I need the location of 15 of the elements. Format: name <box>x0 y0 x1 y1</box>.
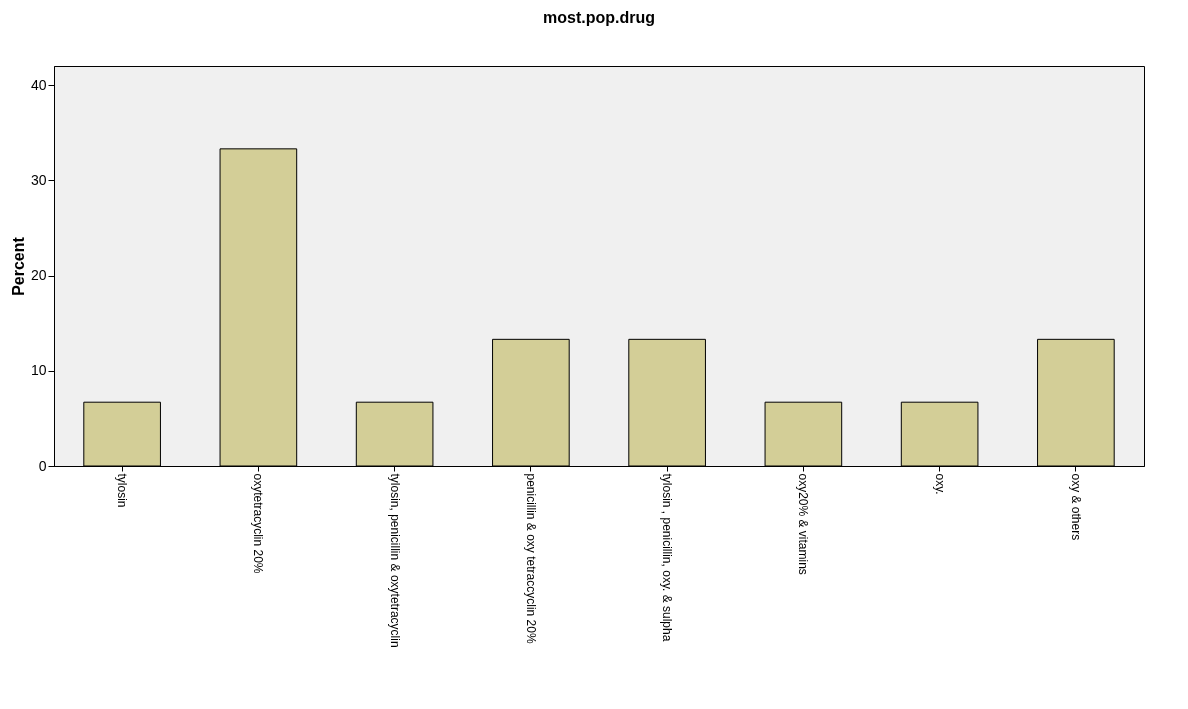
x-tick-label: tylosin, penicillin & oxytetracyclin <box>387 473 402 648</box>
x-tick-label: penicillin & oxy tetraccyclin 20% <box>523 473 538 644</box>
x-tick-label: oxy & others <box>1068 473 1083 541</box>
y-tick-label: 20 <box>30 267 47 284</box>
x-tick-label: oxy. <box>932 473 947 495</box>
x-tick-label: oxy20% & vitamins <box>796 473 811 575</box>
y-tick-label: 10 <box>30 362 47 379</box>
y-tick-label: 40 <box>30 76 47 93</box>
y-tick-label: 0 <box>38 457 47 474</box>
x-tick-label: tylosin , penicillin, oxy. & sulpha <box>660 473 675 642</box>
y-tick-label: 30 <box>30 171 47 188</box>
y-axis-title: Percent <box>9 236 27 296</box>
x-tick-label: oxytetracyclin 20% <box>251 473 266 574</box>
chart-title: most.pop.drug <box>543 9 655 26</box>
x-tick-label: tylosin <box>115 473 130 508</box>
